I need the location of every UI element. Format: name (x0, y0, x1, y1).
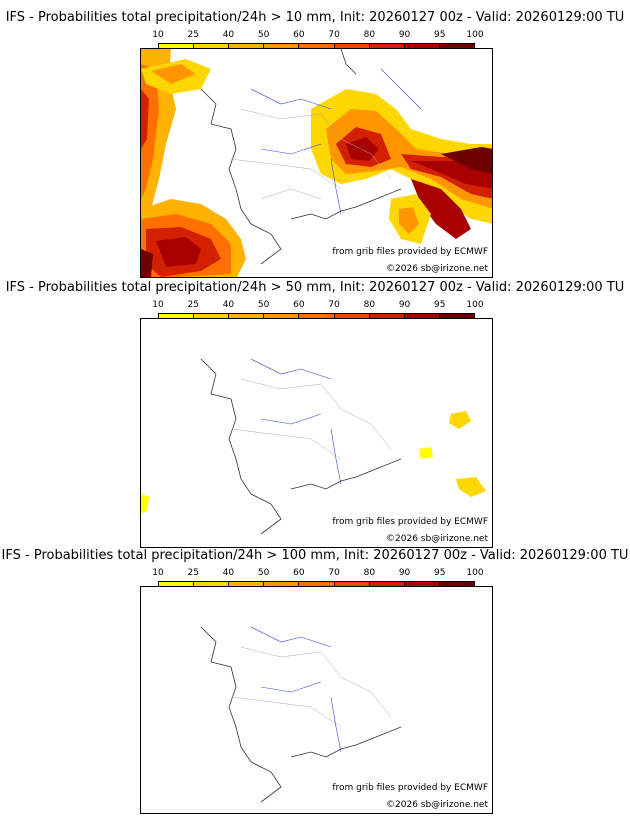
colorbar-tick-label: 80 (363, 568, 376, 578)
colorbar-swatch (159, 582, 195, 588)
colorbar-tick-label: 25 (187, 300, 199, 310)
colorbar-ticks: 10 25 40 50 60 70 80 90 95 100 (152, 30, 483, 41)
colorbar-swatch (439, 314, 474, 320)
rivers (250, 626, 342, 753)
borders (230, 378, 392, 460)
colorbar-swatch (229, 314, 265, 320)
source-credit: from grib files provided by ECMWF (332, 517, 488, 527)
coastlines (200, 49, 402, 265)
source-credit: from grib files provided by ECMWF (332, 783, 488, 793)
panel-title: IFS - Probabilities total precipitation/… (5, 10, 625, 25)
colorbar-tick-label: 100 (466, 30, 484, 40)
copyright-credit: ©2026 sb@irizone.net (386, 264, 488, 274)
panel-50mm: IFS - Probabilities total precipitation/… (0, 280, 630, 550)
colorbar-swatch (194, 582, 230, 588)
colorbar-tick-label: 50 (257, 30, 270, 40)
precip-field (141, 49, 492, 277)
colorbar-tick-label: 80 (363, 300, 376, 310)
map-graphic (141, 49, 492, 277)
colorbar-swatch (159, 314, 195, 320)
colorbar-swatch (264, 44, 300, 50)
colorbar-swatch (439, 44, 474, 50)
colorbar-swatch (404, 582, 440, 588)
colorbar-tick-label: 90 (398, 30, 411, 40)
colorbar-tick-label: 70 (328, 30, 340, 40)
map-graphic (200, 626, 402, 803)
colorbar-ticks: 10 25 40 50 60 70 80 90 95 100 (152, 300, 483, 311)
colorbar-tick-label: 95 (434, 30, 446, 40)
borders (230, 646, 392, 728)
map-graphic (141, 358, 486, 535)
colorbar-swatch (369, 44, 405, 50)
coastlines (200, 626, 402, 803)
forecast-map-10mm: from grib files provided by ECMWF ©2026 … (140, 48, 493, 278)
forecast-map-100mm: from grib files provided by ECMWF ©2026 … (140, 586, 493, 814)
colorbar-tick-label: 10 (152, 568, 164, 578)
colorbar-tick-label: 25 (187, 568, 199, 578)
forecast-map-50mm: from grib files provided by ECMWF ©2026 … (140, 318, 493, 548)
colorbar-swatch (334, 44, 370, 50)
colorbar-swatch (299, 314, 335, 320)
colorbar-swatch (194, 314, 230, 320)
rivers (250, 68, 422, 215)
colorbar-swatch (369, 314, 405, 320)
colorbar-tick-label: 90 (398, 300, 411, 310)
colorbar-swatch (334, 582, 370, 588)
panel-title: IFS - Probabilities total precipitation/… (5, 280, 625, 295)
copyright-credit: ©2026 sb@irizone.net (386, 534, 488, 544)
colorbar-tick-label: 90 (398, 568, 411, 578)
colorbar-tick-label: 100 (466, 568, 484, 578)
colorbar-tick-label: 40 (222, 568, 235, 578)
borders (230, 108, 392, 200)
colorbar-tick-label: 70 (328, 300, 340, 310)
source-credit: from grib files provided by ECMWF (332, 247, 488, 257)
colorbar-swatch (264, 314, 300, 320)
copyright-credit: ©2026 sb@irizone.net (386, 800, 488, 810)
colorbar-tick-label: 50 (257, 300, 270, 310)
colorbar-swatch (334, 314, 370, 320)
colorbar-swatch (404, 314, 440, 320)
colorbar-tick-label: 25 (187, 30, 199, 40)
colorbar-swatch (229, 44, 265, 50)
colorbar-swatch (299, 582, 335, 588)
colorbar-swatch (264, 582, 300, 588)
colorbar-swatch (159, 44, 195, 50)
precip-field (141, 411, 486, 514)
colorbar-tick-label: 95 (434, 300, 446, 310)
colorbar-tick-label: 60 (293, 30, 305, 40)
colorbar-tick-label: 50 (257, 568, 270, 578)
colorbar-ticks: 10 25 40 50 60 70 80 90 95 100 (152, 568, 483, 579)
colorbar-tick-label: 70 (328, 568, 340, 578)
rivers (250, 358, 342, 485)
colorbar-tick-label: 95 (434, 568, 446, 578)
colorbar-tick-label: 10 (152, 300, 164, 310)
colorbar-swatch (369, 582, 405, 588)
colorbar-tick-label: 40 (222, 300, 235, 310)
panel-100mm: IFS - Probabilities total precipitation/… (0, 548, 630, 828)
colorbar-tick-label: 100 (466, 300, 484, 310)
colorbar-tick-label: 60 (293, 568, 305, 578)
colorbar-swatch (194, 44, 230, 50)
colorbar-swatch (299, 44, 335, 50)
colorbar-tick-label: 40 (222, 30, 235, 40)
colorbar-swatch (229, 582, 265, 588)
coastlines (200, 358, 402, 535)
colorbar-tick-label: 60 (293, 300, 305, 310)
panel-title: IFS - Probabilities total precipitation/… (1, 548, 629, 563)
panel-10mm: IFS - Probabilities total precipitation/… (0, 10, 630, 280)
colorbar-tick-label: 10 (152, 30, 164, 40)
colorbar-tick-label: 80 (363, 30, 376, 40)
colorbar-swatch (439, 582, 474, 588)
colorbar-swatch (404, 44, 440, 50)
